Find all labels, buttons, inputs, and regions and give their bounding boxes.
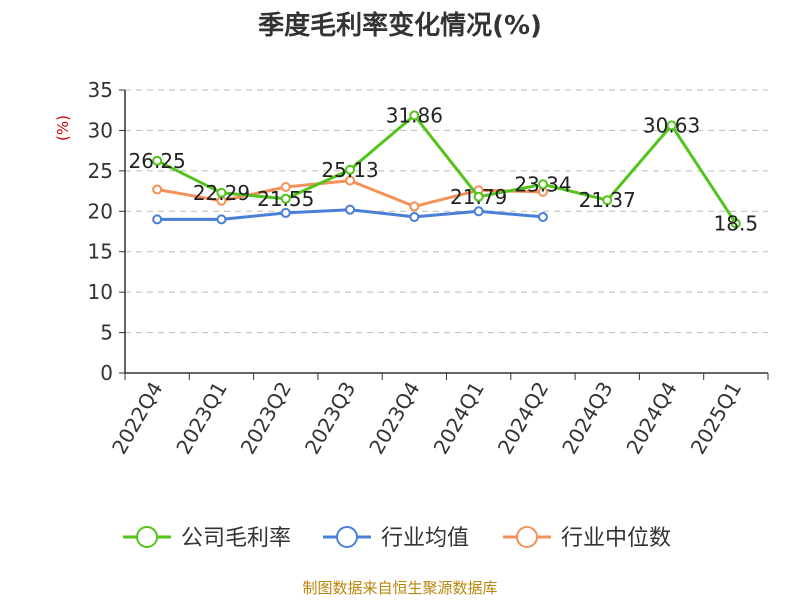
y-tick-label: 15 <box>88 240 113 264</box>
data-label: 22.29 <box>193 181 250 205</box>
data-point <box>537 179 548 190</box>
data-point <box>409 201 420 212</box>
data-point <box>345 204 356 215</box>
x-tick-label: 2024Q2 <box>493 378 553 459</box>
y-axis-label: (%) <box>54 115 72 141</box>
x-tick-label: 2024Q4 <box>621 378 681 459</box>
data-point <box>473 206 484 217</box>
legend-item: 行业均值 <box>323 526 469 551</box>
legend-item: 行业中位数 <box>503 526 671 551</box>
y-tick-label: 20 <box>88 199 113 223</box>
data-point <box>280 182 291 193</box>
x-tick-label: 2024Q1 <box>429 378 489 459</box>
legend-marker <box>516 526 538 548</box>
data-labels: 26.25 22.29 21.55 25.13 31.86 21.79 23.34 21.37… <box>129 103 759 235</box>
y-tick-label: 5 <box>100 321 113 345</box>
data-label: 26.25 <box>129 149 186 173</box>
data-point <box>345 164 356 175</box>
data-point <box>730 218 741 229</box>
data-point <box>152 184 163 195</box>
legend-label: 行业中位数 <box>561 526 671 551</box>
source-note: 制图数据来自恒生聚源数据库 <box>302 579 497 597</box>
series-line <box>156 113 738 225</box>
data-point <box>216 214 227 225</box>
data-label: 21.37 <box>579 188 636 212</box>
series-layer <box>152 110 741 229</box>
data-label: 21.79 <box>450 185 507 209</box>
x-tick-label: 2022Q4 <box>107 378 167 459</box>
x-tick-label: 2023Q1 <box>171 378 231 459</box>
data-point <box>152 155 163 166</box>
data-point <box>345 175 356 186</box>
data-point <box>473 191 484 202</box>
data-label: 21.55 <box>257 187 314 211</box>
data-point <box>409 211 420 222</box>
x-tick-label: 2024Q3 <box>557 378 617 459</box>
data-label: 25.13 <box>321 158 378 182</box>
legend-marker <box>336 526 358 548</box>
legend: 公司毛利率 行业均值 行业中位数 <box>123 526 671 551</box>
data-label: 30.63 <box>643 113 700 137</box>
data-point <box>602 195 613 206</box>
y-tick-label: 25 <box>88 159 113 183</box>
x-tick-label: 2023Q3 <box>300 378 360 459</box>
legend-label: 行业均值 <box>381 526 469 551</box>
y-tick-label: 10 <box>88 280 113 304</box>
data-label: 23.34 <box>514 172 571 196</box>
grid-lines <box>125 89 768 334</box>
y-tick-label: 30 <box>88 118 113 142</box>
data-label: 18.5 <box>714 211 759 235</box>
data-point <box>537 211 548 222</box>
y-tick-label: 35 <box>88 78 113 102</box>
y-tick-label: 0 <box>100 361 113 385</box>
data-point <box>280 207 291 218</box>
data-point <box>152 214 163 225</box>
data-point <box>280 193 291 204</box>
legend-item: 公司毛利率 <box>123 526 291 551</box>
data-point <box>666 120 677 131</box>
legend-label: 公司毛利率 <box>181 526 291 551</box>
legend-marker <box>136 526 158 548</box>
chart-title: 季度毛利率变化情况(%) <box>258 10 542 41</box>
data-label: 31.86 <box>386 103 443 127</box>
x-tick-label: 2025Q1 <box>686 378 746 459</box>
data-point <box>216 187 227 198</box>
data-point <box>409 110 420 121</box>
x-tick-label: 2023Q2 <box>236 378 296 459</box>
x-tick-label: 2023Q4 <box>364 378 424 459</box>
